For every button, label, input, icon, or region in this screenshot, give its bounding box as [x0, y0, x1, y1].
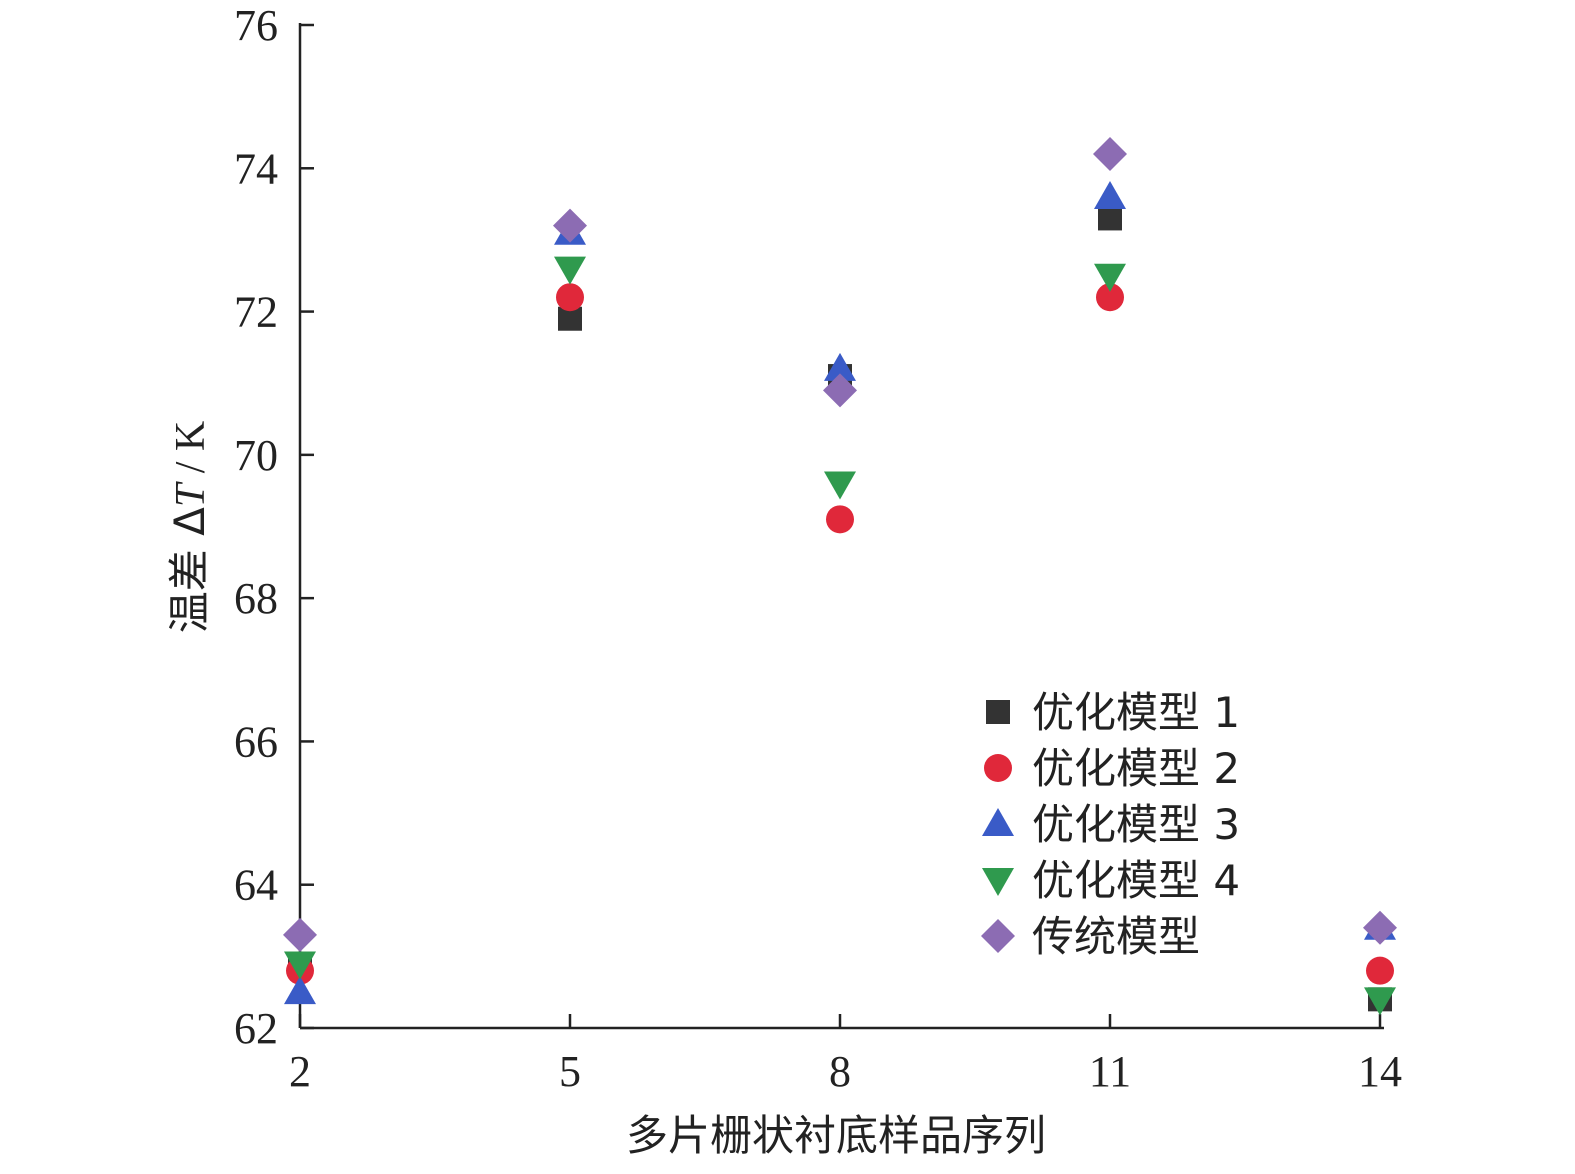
- x-tick-label: 11: [1089, 1047, 1131, 1096]
- x-tick-label: 2: [289, 1047, 311, 1096]
- x-axis-title: 多片栅状衬底样品序列: [626, 1111, 1046, 1160]
- data-point: [823, 373, 857, 408]
- data-point: [283, 917, 317, 952]
- data-point: [284, 951, 316, 980]
- y-tick-label: 68: [234, 574, 278, 623]
- data-point: [1093, 136, 1127, 171]
- y-axis-title-prefix: 温差 Δ: [165, 507, 214, 633]
- data-point: [826, 505, 854, 534]
- y-tick-label: 70: [234, 431, 278, 480]
- legend-label: 优化模型 4: [1032, 856, 1240, 905]
- x-tick-label: 14: [1358, 1047, 1402, 1096]
- data-point: [553, 208, 587, 243]
- series-4: [284, 256, 1396, 1016]
- data-point: [556, 283, 584, 312]
- y-tick-label: 64: [234, 861, 278, 910]
- legend-marker: [982, 808, 1014, 836]
- data-point: [1363, 910, 1397, 945]
- legend-label: 优化模型 1: [1032, 688, 1240, 737]
- y-axis-title: 温差 ΔT / K: [165, 421, 214, 633]
- y-tick-label: 72: [234, 288, 278, 337]
- data-point: [554, 256, 586, 285]
- legend-label: 优化模型 2: [1032, 744, 1240, 793]
- legend: 优化模型 1 优化模型 2 优化模型 3 优化模型 4 传统模型: [981, 688, 1240, 961]
- data-point: [284, 976, 316, 1005]
- y-tick-label: 66: [234, 717, 278, 766]
- legend-label: 传统模型: [1032, 912, 1200, 961]
- series-5: [283, 136, 1397, 952]
- data-point: [824, 471, 856, 500]
- legend-marker: [981, 919, 1015, 953]
- y-axis-title-variable: T: [168, 481, 214, 507]
- axes: 62 64 66 68 70 72 74 76 2 5 8 11 14: [234, 1, 1402, 1096]
- legend-marker: [982, 868, 1014, 896]
- x-tick-label: 8: [829, 1047, 851, 1096]
- data-point: [1098, 206, 1122, 231]
- data-point: [824, 352, 856, 381]
- data-point: [1094, 180, 1126, 209]
- data-point: [1366, 956, 1394, 985]
- x-tick-label: 5: [559, 1047, 581, 1096]
- y-axis-title-unit: / K: [168, 421, 214, 484]
- y-tick-label: 62: [234, 1004, 278, 1053]
- legend-label: 优化模型 3: [1032, 800, 1240, 849]
- legend-marker: [986, 700, 1010, 724]
- y-tick-label: 76: [234, 1, 278, 50]
- data-point: [1096, 283, 1124, 312]
- data-point: [1094, 263, 1126, 292]
- y-tick-label: 74: [234, 144, 278, 193]
- legend-marker: [984, 754, 1012, 782]
- data-marks: [283, 136, 1397, 1016]
- data-point: [1364, 987, 1396, 1016]
